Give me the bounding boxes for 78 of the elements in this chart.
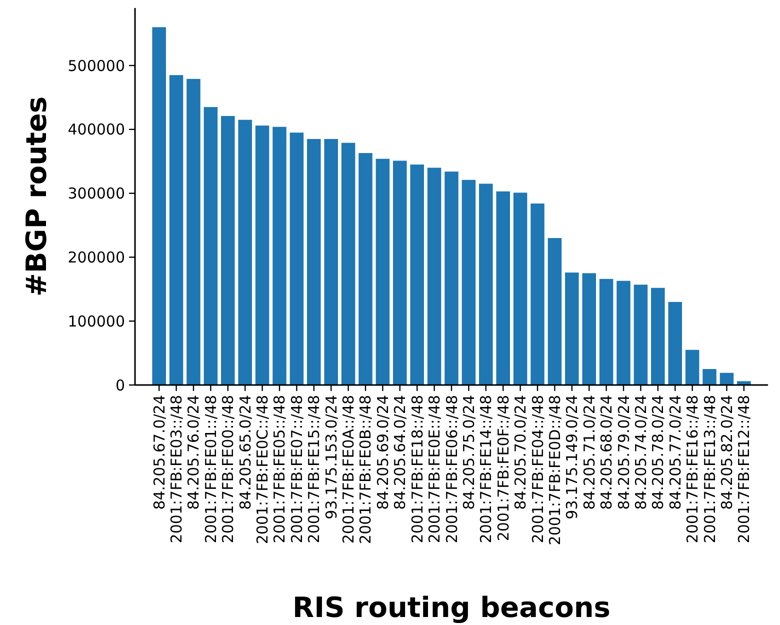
- x-tick-label: 84.205.67.0/24: [150, 395, 168, 510]
- x-tick-label: 2001:7FB:FE14::/48: [477, 395, 496, 544]
- bar: [204, 107, 218, 385]
- x-tick-label: 2001:7FB:FE0E::/48: [426, 395, 444, 544]
- bar: [341, 142, 356, 385]
- y-axis-title: #BGP routes: [20, 96, 53, 297]
- bar: [496, 191, 510, 385]
- bar: [720, 372, 734, 385]
- bar: [513, 192, 528, 385]
- bar: [548, 238, 562, 385]
- x-axis-title: RIS routing beacons: [292, 591, 610, 624]
- bar: [238, 120, 252, 385]
- x-tick-label: 84.205.79.0/24: [614, 395, 633, 510]
- bar: [565, 272, 579, 385]
- y-tick-label: 500000: [68, 56, 125, 75]
- bar: [169, 75, 184, 385]
- bar: [255, 126, 270, 385]
- bar: [358, 153, 372, 385]
- bar: [530, 204, 544, 385]
- x-tick-label: 2001:7FB:FE04::/48: [528, 395, 547, 544]
- bar: [462, 180, 476, 385]
- x-tick-label: 84.205.77.0/24: [666, 395, 684, 510]
- bar: [221, 116, 235, 385]
- x-tick-label: 84.205.76.0/24: [184, 395, 203, 510]
- x-tick-label: 2001:7FB:FE0B::/48: [356, 395, 375, 544]
- bar: [393, 160, 407, 385]
- bar: [737, 381, 751, 385]
- bar: [444, 172, 458, 385]
- bar: [616, 280, 630, 385]
- x-tick-label: 84.205.75.0/24: [460, 395, 478, 510]
- bar: [634, 284, 648, 385]
- x-tick-label: 84.205.82.0/24: [718, 395, 736, 510]
- x-tick-label: 2001:7FB:FE01::/48: [202, 395, 220, 544]
- x-tick-label: 84.205.74.0/24: [632, 395, 650, 510]
- bar: [376, 158, 390, 385]
- x-tick-label: 84.205.71.0/24: [580, 395, 598, 510]
- bar: [324, 138, 338, 385]
- x-tick-label: 2001:7FB:FE0C::/48: [254, 395, 272, 544]
- bar: [479, 184, 493, 385]
- bar: [651, 288, 665, 385]
- x-tick-label: 2001:7FB:FE06::/48: [442, 395, 461, 544]
- x-tick-label: 2001:7FB:FE0F::/48: [494, 395, 512, 542]
- bar: [582, 273, 596, 385]
- bar: [290, 132, 304, 385]
- x-tick-label: 2001:7FB:FE13::/48: [700, 395, 719, 544]
- x-tick-label: 2001:7FB:FE15::/48: [305, 395, 324, 544]
- x-tick-label: 84.205.65.0/24: [236, 395, 254, 510]
- x-tick-label: 2001:7FB:FE0D::/48: [546, 395, 564, 546]
- bar: [410, 164, 424, 385]
- x-tick-label: 93.175.149.0/24: [563, 395, 582, 520]
- y-tick-label: 300000: [68, 184, 125, 203]
- x-tick-label: 84.205.70.0/24: [512, 395, 530, 510]
- x-tick-label: 2001:7FB:FE16::/48: [684, 395, 702, 544]
- bar: [685, 350, 700, 385]
- x-tick-label: 84.205.64.0/24: [391, 395, 410, 510]
- y-tick-label: 100000: [68, 312, 125, 330]
- x-tick-label: 84.205.78.0/24: [649, 395, 668, 510]
- bar: [702, 369, 716, 385]
- x-tick-label: 2001:7FB:FE12::/48: [735, 395, 754, 544]
- bar: [668, 302, 682, 385]
- bar: [307, 138, 321, 385]
- x-tick-label: 2001:7FB:FE18::/48: [408, 395, 426, 544]
- x-tick-label: 2001:7FB:FE00::/48: [219, 395, 238, 544]
- y-tick-label: 200000: [68, 248, 125, 266]
- bar: [427, 168, 442, 385]
- y-tick-label: 0: [115, 376, 125, 394]
- x-tick-label: 84.205.68.0/24: [598, 395, 616, 510]
- x-tick-label: 93.175.153.0/24: [322, 395, 340, 520]
- x-tick-label: 84.205.69.0/24: [374, 395, 392, 510]
- bar: [272, 126, 286, 385]
- bar: [599, 278, 614, 385]
- bar: [152, 27, 166, 385]
- y-tick-label: 400000: [68, 120, 125, 139]
- x-tick-label: 2001:7FB:FE07::/48: [288, 395, 306, 544]
- x-tick-label: 2001:7FB:FE03::/48: [168, 395, 186, 544]
- bar: [186, 78, 200, 385]
- x-tick-label: 2001:7FB:FE0A::/48: [340, 395, 358, 544]
- x-tick-label: 2001:7FB:FE05::/48: [270, 395, 289, 544]
